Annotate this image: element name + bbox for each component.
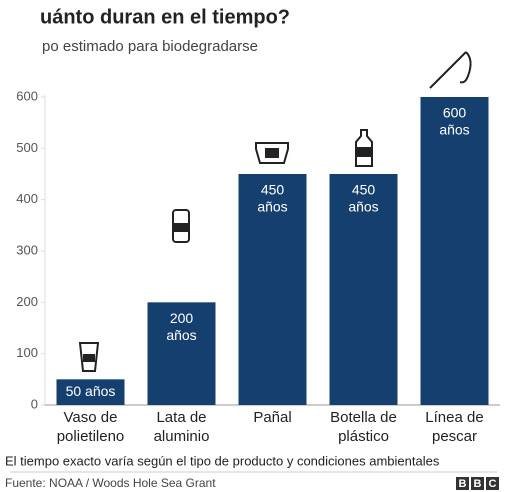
x-tick-label: Vaso de (64, 409, 118, 426)
y-tick-label: 500 (16, 140, 38, 155)
logo-box (456, 477, 469, 490)
chart-subtitle: po estimado para biodegradarse (42, 38, 258, 55)
source: Fuente: NOAA / Woods Hole Sea Grant (5, 476, 216, 490)
y-tick-label: 0 (31, 396, 38, 411)
y-tick-label: 600 (16, 88, 38, 103)
value-label: 450 (261, 182, 285, 198)
x-tick-label: aluminio (154, 428, 210, 445)
logo-letter: B (459, 478, 467, 490)
x-tick-label: Lata de (156, 409, 206, 426)
logo-box (486, 477, 499, 490)
value-label: 50 años (66, 383, 116, 399)
value-label: años (257, 199, 287, 215)
logo-letter: C (489, 478, 497, 490)
y-tick-label: 200 (16, 294, 38, 309)
value-label: 600 (443, 105, 467, 121)
y-tick-label: 100 (16, 345, 38, 360)
logo-letter: B (474, 478, 482, 490)
value-label: años (166, 327, 196, 343)
icons (78, 51, 472, 372)
x-tick-label: Línea de (425, 409, 483, 426)
bar (147, 302, 216, 405)
y-tick-label: 300 (16, 242, 38, 257)
value-label: años (348, 199, 378, 215)
bar (238, 174, 307, 405)
x-tick-label: polietileno (57, 428, 125, 445)
x-tick-label: Pañal (253, 409, 291, 426)
note: El tiempo exacto varía según el tipo de … (5, 453, 440, 468)
bar (329, 174, 398, 405)
bar (420, 97, 489, 405)
x-tick-label: plástico (338, 428, 389, 445)
y-tick-label: 400 (16, 191, 38, 206)
bar (56, 379, 125, 405)
value-label: años (439, 122, 469, 138)
value-label: 450 (352, 182, 376, 198)
chart-title: uánto duran en el tiempo? (40, 6, 290, 28)
logo-box (471, 477, 484, 490)
x-tick-label: pescar (432, 428, 477, 445)
x-tick-label: Botella de (330, 409, 397, 426)
value-label: 200 (170, 310, 194, 326)
